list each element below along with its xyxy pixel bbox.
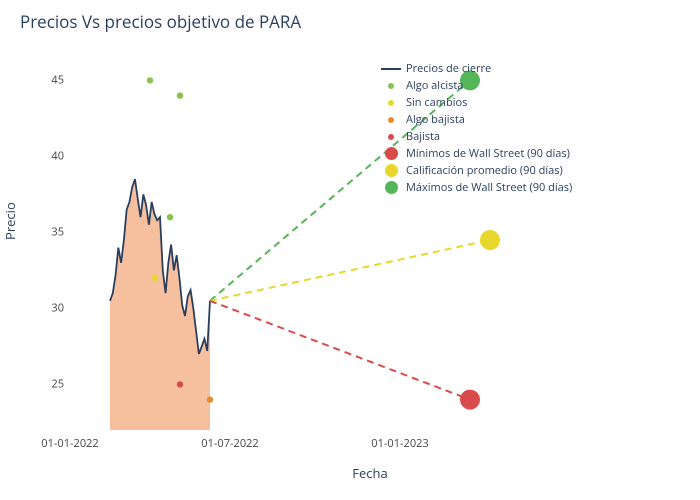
legend-label: Calificación promedio (90 días) — [406, 163, 563, 178]
legend-item: Precios de cierre — [380, 60, 572, 77]
x-tick: 01-07-2022 — [201, 436, 258, 451]
legend-item: Algo alcista — [380, 77, 572, 94]
x-tick: 01-01-2022 — [41, 436, 98, 451]
x-tick: 01-01-2023 — [371, 436, 428, 451]
legend-label: Precios de cierre — [406, 61, 491, 76]
chart-canvas — [70, 50, 670, 430]
projection-line — [210, 301, 470, 400]
legend-label: Algo alcista — [406, 78, 463, 93]
y-axis-label: Precio — [1, 202, 19, 240]
y-tick: 25 — [34, 377, 64, 392]
legend-label: Mínimos de Wall Street (90 días) — [406, 146, 570, 161]
analyst-point — [177, 381, 183, 387]
y-tick: 35 — [34, 225, 64, 240]
y-tick: 40 — [34, 149, 64, 164]
legend-swatch — [380, 147, 402, 160]
legend-swatch — [380, 100, 402, 106]
projection-endpoint — [460, 390, 480, 410]
legend-swatch — [380, 164, 402, 177]
x-axis-label: Fecha — [70, 464, 670, 482]
legend-item: Sin cambios — [380, 94, 572, 111]
legend-item: Máximos de Wall Street (90 días) — [380, 179, 572, 196]
legend-swatch — [380, 68, 402, 70]
projection-line — [210, 240, 490, 301]
legend-item: Bajista — [380, 128, 572, 145]
legend-item: Mínimos de Wall Street (90 días) — [380, 145, 572, 162]
legend-swatch — [380, 181, 402, 194]
legend-swatch — [380, 134, 402, 140]
analyst-point — [167, 214, 173, 220]
chart-title: Precios Vs precios objetivo de PARA — [20, 10, 301, 33]
analyst-point — [147, 77, 153, 83]
legend-swatch — [380, 83, 402, 89]
analyst-point — [207, 396, 213, 402]
legend-label: Sin cambios — [406, 95, 467, 110]
analyst-point — [177, 92, 183, 98]
legend-label: Bajista — [406, 129, 440, 144]
legend: Precios de cierre Algo alcista Sin cambios… — [380, 60, 572, 196]
legend-item: Calificación promedio (90 días) — [380, 162, 572, 179]
legend-swatch — [380, 117, 402, 123]
legend-label: Máximos de Wall Street (90 días) — [406, 180, 572, 195]
legend-label: Algo bajista — [406, 112, 465, 127]
plot-area — [70, 50, 670, 430]
analyst-point — [152, 275, 158, 281]
projection-endpoint — [480, 230, 500, 250]
y-tick: 45 — [34, 73, 64, 88]
y-tick: 30 — [34, 301, 64, 316]
legend-item: Algo bajista — [380, 111, 572, 128]
